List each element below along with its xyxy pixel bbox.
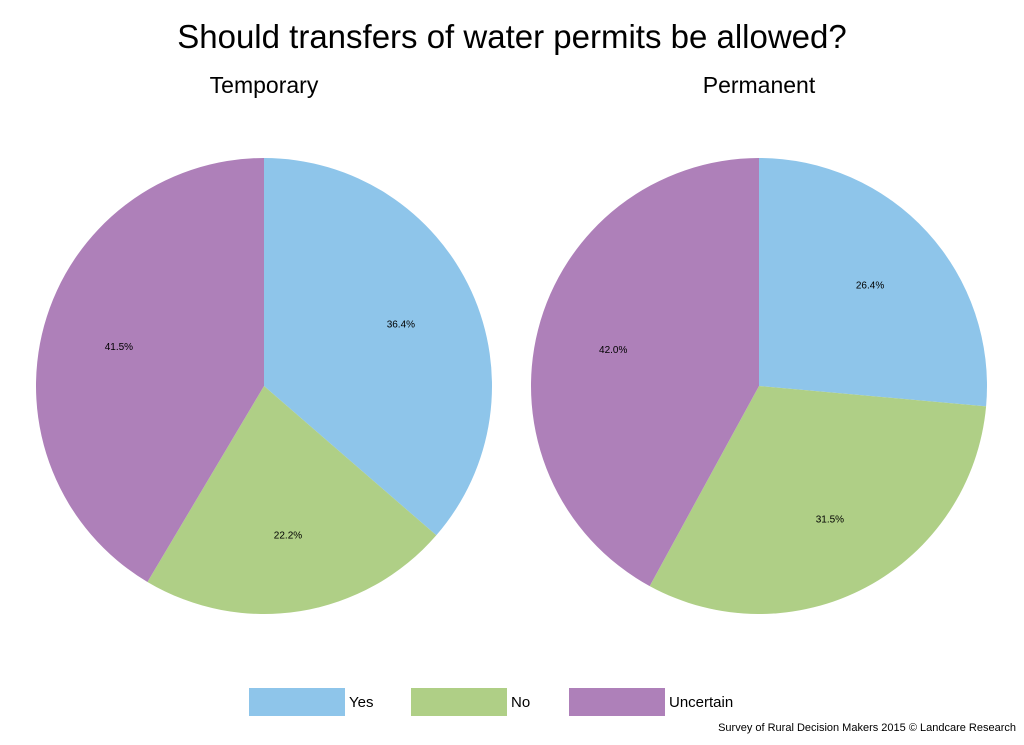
pie-slice-permanent-yes [759,158,987,407]
pie-slice-temporary-no [147,386,437,614]
pie-slice-permanent-no [649,386,987,614]
legend-item-yes: Yes [249,688,373,716]
legend-label-uncertain: Uncertain [669,693,734,711]
chart-title: Should transfers of water permits be all… [177,18,847,55]
legend-swatch-uncertain [569,688,665,716]
pie-slice-temporary-uncertain [35,158,264,582]
data-label-permanent-yes: 26.4% [856,280,884,291]
legend-label-yes: Yes [349,693,374,711]
legend-swatch-no [411,688,507,716]
data-label-permanent-uncertain: 42.0% [599,345,627,356]
legend: Yes No Uncertain [0,688,1024,718]
data-label-temporary-no: 22.2% [274,531,302,542]
pie-subtitle-permanent: Permanent [702,72,816,98]
data-label-permanent-no: 31.5% [816,515,844,526]
pie-slice-temporary-yes [264,158,492,536]
pie-slice-permanent-uncertain [531,158,759,587]
legend-item-uncertain: Uncertain [569,688,733,716]
legend-item-no: No [411,688,530,716]
legend-swatch-yes [249,688,345,716]
source-note: Survey of Rural Decision Makers 2015 © L… [718,722,1016,734]
data-label-temporary-yes: 36.4% [387,319,415,330]
pie-subtitle-temporary: Temporary [209,72,319,98]
legend-label-no: No [511,693,531,711]
data-label-temporary-uncertain: 41.5% [105,342,133,353]
